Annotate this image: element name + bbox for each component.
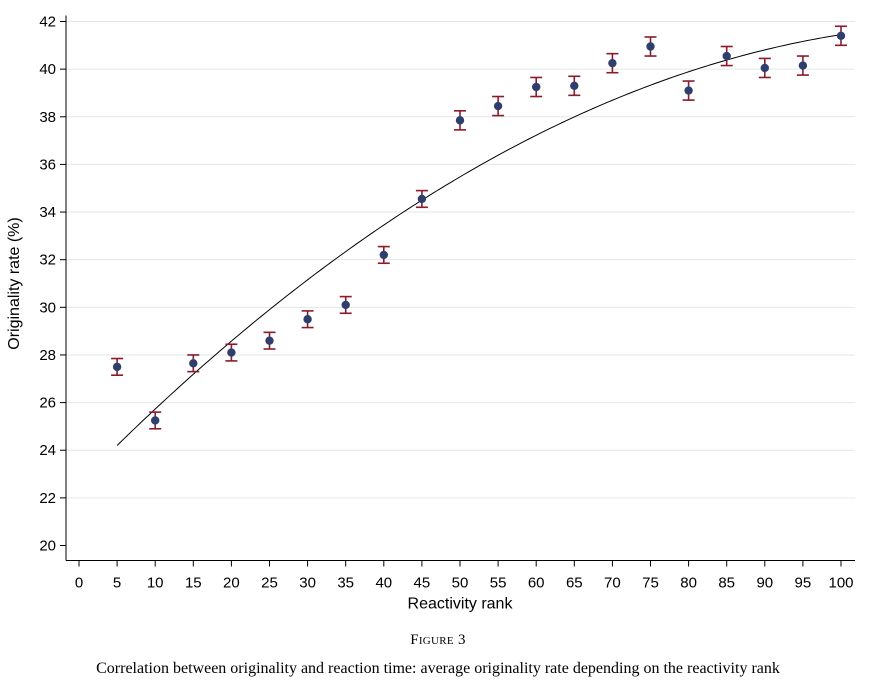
x-tick-label: 15 — [185, 575, 202, 592]
x-tick-label: 25 — [261, 575, 278, 592]
x-tick-label: 0 — [75, 575, 83, 592]
x-tick-label: 20 — [223, 575, 240, 592]
data-point — [532, 82, 541, 92]
x-tick-label: 95 — [795, 575, 812, 592]
data-point — [722, 51, 731, 61]
data-point — [112, 362, 122, 372]
data-point — [151, 416, 160, 425]
axes — [65, 15, 855, 561]
x-tick-label: 80 — [680, 575, 697, 592]
x-ticks: 0 5 10 15 20 25 30 35 40 45 50 55 60 65 70 75 80 85 90 95 10… — [75, 560, 854, 592]
data-point — [646, 42, 655, 51]
error-bars — [111, 25, 847, 430]
y-ticks: 20 22 24 26 28 30 32 34 36 38 40 42 — [39, 14, 66, 555]
data-point — [836, 31, 846, 40]
x-axis-title: Reactivity rank — [408, 596, 514, 613]
x-tick-label: 30 — [299, 575, 316, 592]
data-point — [608, 58, 617, 68]
x-tick-label: 60 — [528, 575, 545, 592]
y-tick-label: 26 — [39, 395, 56, 412]
data-point — [189, 359, 198, 368]
data-point — [379, 250, 388, 260]
x-tick-label: 50 — [452, 575, 469, 592]
data-point — [341, 300, 350, 310]
y-tick-label: 30 — [39, 299, 56, 316]
x-tick-label: 45 — [414, 575, 431, 592]
data-point — [455, 116, 465, 125]
data-point — [265, 336, 274, 345]
y-tick-label: 28 — [39, 347, 56, 364]
x-tick-label: 75 — [642, 575, 659, 592]
fit-curve — [116, 34, 842, 446]
y-tick-label: 34 — [39, 204, 56, 221]
x-tick-label: 40 — [375, 575, 392, 592]
y-tick-label: 40 — [39, 61, 56, 78]
y-tick-label: 22 — [39, 490, 56, 507]
y-tick-label: 20 — [39, 538, 56, 555]
data-point — [798, 61, 808, 70]
y-tick-label: 38 — [39, 109, 56, 126]
x-tick-label: 100 — [828, 575, 853, 592]
data-point — [570, 81, 579, 91]
x-tick-label: 10 — [147, 575, 164, 592]
data-point — [684, 86, 693, 95]
y-axis-title: Originality rate (%) — [6, 217, 23, 349]
x-tick-label: 85 — [718, 575, 735, 592]
x-tick-label: 65 — [566, 575, 583, 592]
data-point — [760, 63, 769, 73]
data-points — [112, 31, 846, 425]
data-point — [417, 194, 427, 204]
y-tick-label: 32 — [39, 252, 56, 269]
x-tick-label: 35 — [337, 575, 354, 592]
x-tick-label: 55 — [490, 575, 507, 592]
y-tick-label: 42 — [39, 14, 56, 31]
data-point — [303, 315, 312, 324]
figure-caption: Correlation between originality and reac… — [96, 660, 780, 677]
gridlines — [66, 21, 855, 499]
x-tick-label: 5 — [113, 575, 121, 592]
y-tick-label: 36 — [39, 156, 56, 173]
data-point — [227, 348, 236, 357]
x-tick-label: 90 — [756, 575, 773, 592]
data-point — [493, 101, 503, 111]
x-tick-label: 70 — [604, 575, 621, 592]
figure-label: Figure 3 — [410, 632, 466, 648]
y-tick-label: 24 — [39, 442, 56, 459]
